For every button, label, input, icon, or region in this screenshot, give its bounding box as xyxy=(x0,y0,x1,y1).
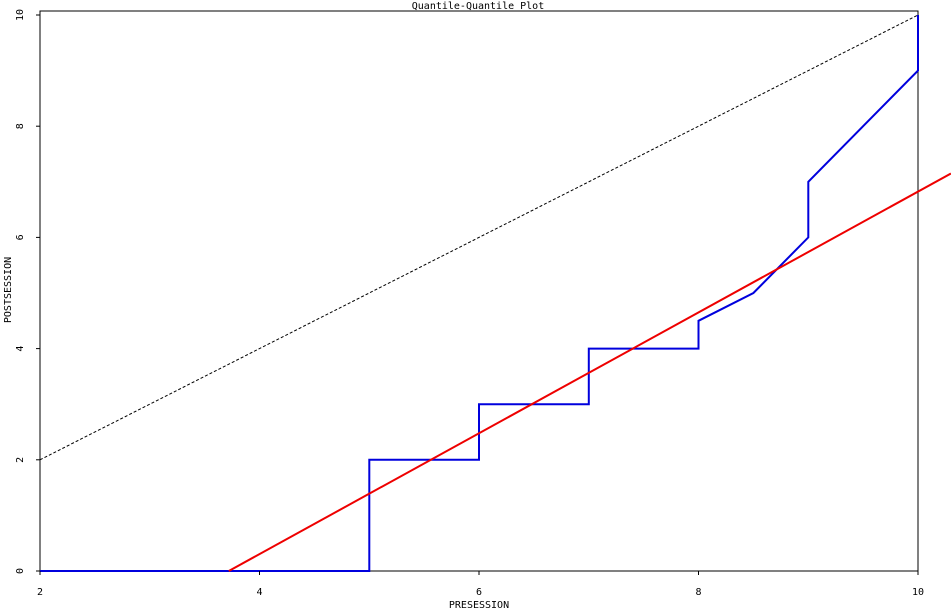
x-tick-label: 4 xyxy=(256,587,262,598)
x-tick-label: 6 xyxy=(476,587,482,598)
x-tick-label: 10 xyxy=(912,587,924,598)
x-axis-label: PRESESSION xyxy=(449,600,509,611)
series-quantile-step xyxy=(40,15,919,572)
series-reference-diagonal xyxy=(39,14,919,461)
y-tick-label: 2 xyxy=(15,457,26,463)
x-tick-label: 2 xyxy=(37,587,43,598)
y-tick-label: 0 xyxy=(15,568,26,574)
y-tick-label: 4 xyxy=(15,346,26,352)
y-tick-label: 10 xyxy=(15,9,26,21)
y-tick-label: 8 xyxy=(15,123,26,129)
plot-area-frame xyxy=(39,10,919,572)
y-axis-label: POSTSESSION xyxy=(3,257,14,323)
chart-title: Quantile-Quantile Plot xyxy=(412,1,544,12)
y-tick-label: 6 xyxy=(15,234,26,240)
x-tick-label: 8 xyxy=(695,587,701,598)
series-fit-line xyxy=(228,172,951,572)
